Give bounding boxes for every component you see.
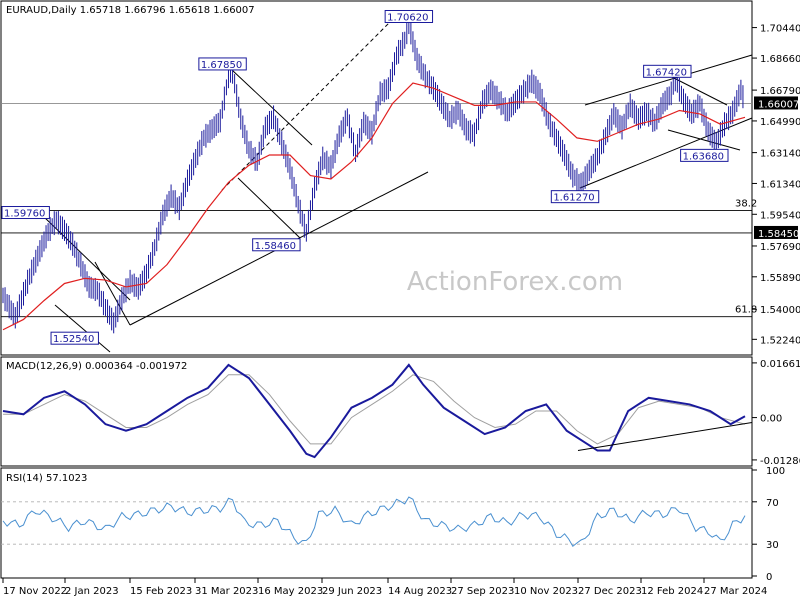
macd-series-layer (2, 363, 753, 459)
level-price-box (754, 225, 798, 239)
x-tick-label: 10 Nov 2023 (514, 586, 578, 597)
x-tick-label: 15 Feb 2023 (130, 586, 192, 597)
price-annotation-box (550, 190, 600, 204)
price-annotation-label: 1.63680 (683, 151, 724, 162)
price-annotations: 38.2 61.8 1.70620 1.67850 1.67420 1.61270 1.63… (1, 9, 757, 345)
price-annotation-label: 1.58460 (255, 241, 296, 252)
price-annotation-label: 1.70620 (387, 12, 428, 23)
current-price-box (754, 96, 798, 110)
trendline (94, 261, 131, 326)
macd-title: MACD(12,26,9) 0.000364 -0.001972 (6, 361, 187, 372)
trendline (41, 214, 131, 301)
watermark: ActionForex.com (407, 267, 623, 297)
price-annotation-box (198, 57, 247, 71)
x-tick-label: 31 Mar 2023 (195, 586, 258, 597)
x-tick-label: 27 Mar 2024 (704, 586, 767, 597)
y-tick-label: 1.52240 (760, 335, 800, 346)
fib-label: 38.2 (735, 199, 757, 210)
price-panel-frame (0, 0, 753, 356)
price-annotation-box (680, 148, 729, 162)
price-annotation-box (384, 9, 434, 23)
price-series-layer (2, 14, 746, 334)
y-tick-label: -0.012864 (760, 456, 800, 467)
x-tick-label: 17 Nov 2022 (3, 586, 67, 597)
x-tick-label: 27 Dec 2023 (578, 586, 642, 597)
price-annotation-label: 1.52540 (53, 334, 94, 345)
trendline (54, 304, 111, 353)
macd-line (2, 363, 746, 459)
trendline (221, 19, 393, 191)
rsi-title: RSI(14) 57.1023 (6, 473, 87, 484)
macd-panel-frame (0, 356, 753, 467)
moving-average-line (2, 82, 746, 331)
macd-trendline (577, 422, 753, 451)
trendline (237, 177, 301, 239)
price-annotation-label: 1.59760 (4, 209, 45, 220)
price-annotation-label: 1.67420 (646, 67, 687, 78)
price-annotation-box (643, 64, 692, 78)
y-tick-label: 1.61340 (760, 179, 800, 190)
y-tick-label: 100 (766, 466, 785, 477)
current-price-label: 1.66007 (758, 99, 799, 110)
y-tick-label: 1.63140 (760, 149, 800, 160)
y-tick-label: 1.55890 (760, 273, 800, 284)
y-tick-label: 1.54000 (760, 305, 800, 316)
y-tick-label: 0 (766, 572, 772, 583)
rsi-y-axis: 100 70 30 0 (752, 466, 785, 583)
rsi-line (2, 496, 746, 548)
y-tick-label: 1.70440 (760, 24, 800, 35)
price-annotation-label: 1.61270 (553, 193, 594, 204)
y-tick-label: 1.57690 (760, 242, 800, 253)
macd-signal-line (3, 374, 746, 445)
price-annotation-box (50, 331, 99, 345)
y-tick-label: 1.64990 (760, 117, 800, 128)
level-price-label: 1.58450 (758, 229, 799, 240)
x-tick-label: 27 Sep 2023 (451, 586, 514, 597)
price-y-axis: 1.70440 1.68660 1.66790 1.64990 1.63140 1.613… (752, 24, 800, 346)
y-tick-label: 30 (766, 540, 779, 551)
x-tick-label: 16 May 2023 (258, 586, 323, 597)
trendline (667, 129, 741, 151)
trendline (579, 117, 753, 189)
price-annotation-label: 1.67850 (201, 60, 242, 71)
x-tick-label: 14 Aug 2023 (388, 586, 452, 597)
macd-y-axis: 0.016619 0.00 -0.012864 (752, 359, 800, 467)
header-symbol-line: EURAUD,Daily 1.65718 1.66796 1.65618 1.6… (6, 5, 255, 16)
price-annotation-box (252, 238, 301, 252)
fib-label: 61.8 (735, 305, 757, 316)
x-tick-label: 12 Feb 2024 (641, 586, 703, 597)
x-tick-label: 2 Jan 2023 (65, 586, 119, 597)
price-annotation-box (1, 206, 50, 220)
y-tick-label: 0.016619 (760, 359, 800, 370)
y-tick-label: 1.68660 (760, 54, 800, 65)
y-tick-label: 1.59540 (760, 210, 800, 221)
y-tick-label: 1.66790 (760, 86, 800, 97)
rsi-series-layer (1, 496, 752, 548)
rsi-panel-frame (0, 467, 753, 579)
trendline (584, 54, 753, 106)
trendline (231, 69, 313, 146)
x-tick-label: 29 Jun 2023 (322, 586, 382, 597)
y-tick-label: 70 (766, 498, 779, 509)
y-tick-label: 0.00 (760, 414, 782, 425)
